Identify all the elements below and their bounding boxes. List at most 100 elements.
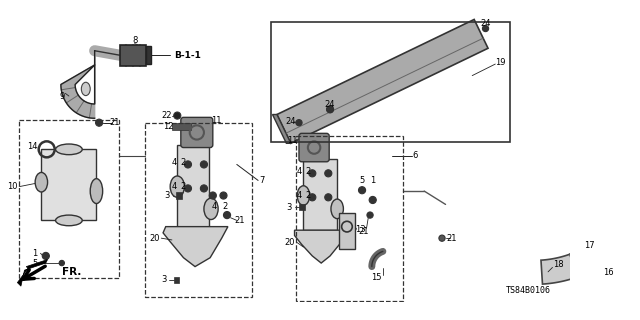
Polygon shape	[277, 20, 488, 143]
Text: 12: 12	[163, 122, 173, 131]
Ellipse shape	[170, 176, 184, 197]
Text: 5: 5	[33, 259, 38, 268]
Text: 22: 22	[161, 111, 172, 120]
Polygon shape	[273, 115, 291, 143]
Circle shape	[326, 106, 333, 113]
Bar	[145, 123, 252, 297]
Text: 2: 2	[305, 167, 310, 176]
Text: 4: 4	[212, 202, 217, 211]
Text: 15: 15	[371, 273, 381, 282]
Text: 24: 24	[285, 117, 296, 126]
Circle shape	[200, 161, 207, 168]
Bar	[146, 46, 150, 64]
Bar	[271, 22, 511, 142]
Ellipse shape	[297, 186, 310, 205]
Ellipse shape	[56, 215, 82, 226]
Text: 4: 4	[296, 167, 301, 176]
Bar	[173, 277, 179, 283]
Polygon shape	[61, 51, 95, 118]
Polygon shape	[294, 230, 348, 263]
FancyBboxPatch shape	[181, 117, 213, 148]
Text: 18: 18	[554, 260, 564, 269]
Circle shape	[220, 192, 227, 199]
Bar	[298, 204, 305, 210]
Text: 24: 24	[325, 100, 335, 108]
Text: 7: 7	[259, 176, 264, 185]
Text: 16: 16	[604, 268, 614, 276]
Text: 2: 2	[181, 182, 186, 191]
Circle shape	[308, 194, 316, 201]
Text: 10: 10	[7, 182, 17, 191]
Circle shape	[308, 170, 316, 177]
Circle shape	[439, 235, 445, 241]
Text: FR.: FR.	[62, 267, 81, 277]
Polygon shape	[303, 159, 337, 230]
Text: 14: 14	[28, 142, 38, 151]
Text: 1: 1	[33, 249, 38, 258]
Polygon shape	[163, 227, 228, 267]
Ellipse shape	[81, 82, 90, 96]
Circle shape	[42, 252, 49, 260]
Text: 9: 9	[59, 92, 65, 100]
Bar	[176, 192, 182, 199]
Circle shape	[95, 119, 102, 126]
Text: 2: 2	[305, 191, 310, 200]
Bar	[19, 120, 118, 278]
FancyBboxPatch shape	[299, 133, 329, 162]
Text: TS84B0106: TS84B0106	[506, 286, 550, 295]
Circle shape	[358, 187, 365, 194]
Ellipse shape	[90, 179, 102, 204]
Circle shape	[184, 161, 191, 168]
Text: 4: 4	[172, 158, 177, 167]
Circle shape	[173, 112, 181, 119]
Circle shape	[367, 212, 373, 218]
Text: 13: 13	[355, 225, 365, 234]
Ellipse shape	[204, 198, 218, 220]
Polygon shape	[541, 188, 640, 284]
Text: B-1-1: B-1-1	[175, 51, 202, 60]
Circle shape	[296, 120, 302, 126]
Bar	[172, 123, 191, 130]
Text: 17: 17	[584, 241, 595, 250]
Text: 24: 24	[480, 19, 491, 28]
Circle shape	[223, 212, 230, 219]
Circle shape	[483, 25, 488, 32]
Text: 4: 4	[172, 182, 177, 191]
Ellipse shape	[35, 172, 47, 192]
Text: 3: 3	[287, 203, 292, 212]
Text: 20: 20	[149, 234, 159, 243]
Text: 21: 21	[234, 216, 244, 225]
Bar	[42, 149, 97, 220]
Circle shape	[200, 185, 207, 192]
Text: 20: 20	[285, 238, 295, 247]
Text: 21: 21	[110, 118, 120, 127]
Bar	[339, 213, 355, 249]
Text: 4: 4	[296, 191, 301, 200]
Bar	[296, 136, 403, 301]
Circle shape	[184, 185, 191, 192]
Polygon shape	[177, 145, 209, 227]
Text: 1: 1	[370, 176, 375, 185]
Polygon shape	[17, 260, 47, 286]
Ellipse shape	[56, 144, 82, 155]
Bar	[120, 44, 146, 66]
Text: 21: 21	[358, 227, 369, 236]
Text: 19: 19	[495, 58, 506, 67]
Text: 11: 11	[287, 136, 298, 145]
Text: 2: 2	[181, 158, 186, 167]
Circle shape	[324, 194, 332, 201]
Text: 2: 2	[223, 202, 228, 211]
Text: 3: 3	[161, 276, 166, 284]
Text: 8: 8	[132, 36, 138, 45]
Text: 6: 6	[413, 151, 418, 160]
Circle shape	[209, 192, 216, 199]
Text: 11: 11	[211, 116, 221, 124]
Text: 3: 3	[164, 191, 170, 200]
Circle shape	[327, 106, 333, 112]
Text: 5: 5	[360, 176, 365, 185]
Circle shape	[59, 260, 65, 266]
Text: 21: 21	[447, 234, 457, 243]
Circle shape	[324, 170, 332, 177]
Ellipse shape	[331, 199, 344, 219]
Circle shape	[369, 196, 376, 204]
